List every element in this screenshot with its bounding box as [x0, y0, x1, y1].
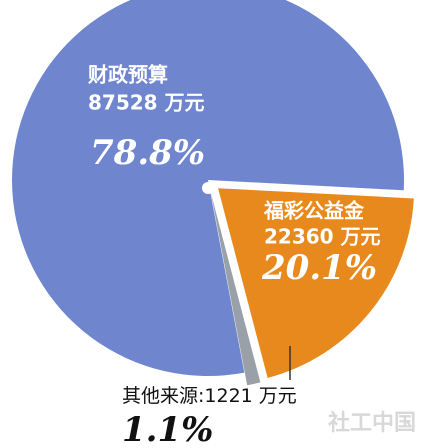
- watermark: 社工中国: [328, 410, 416, 436]
- amount-label: 87528 万元: [88, 91, 205, 115]
- amount-label: :1221 万元: [198, 385, 297, 407]
- center-dot: [202, 182, 214, 194]
- value-label: 78.8%: [90, 133, 205, 173]
- value-label: 20.1%: [261, 248, 377, 288]
- pie-slice: [218, 188, 414, 378]
- pie-slice: [210, 192, 261, 386]
- value-label: 1.1%: [122, 410, 213, 448]
- category-name: 其他来源: [122, 385, 198, 407]
- amount-label: 22360 万元: [264, 225, 381, 249]
- category-label: 福彩公益金: [263, 199, 365, 223]
- category-label: 财政预算: [88, 63, 168, 87]
- category-label: 其他来源:1221 万元: [122, 385, 297, 407]
